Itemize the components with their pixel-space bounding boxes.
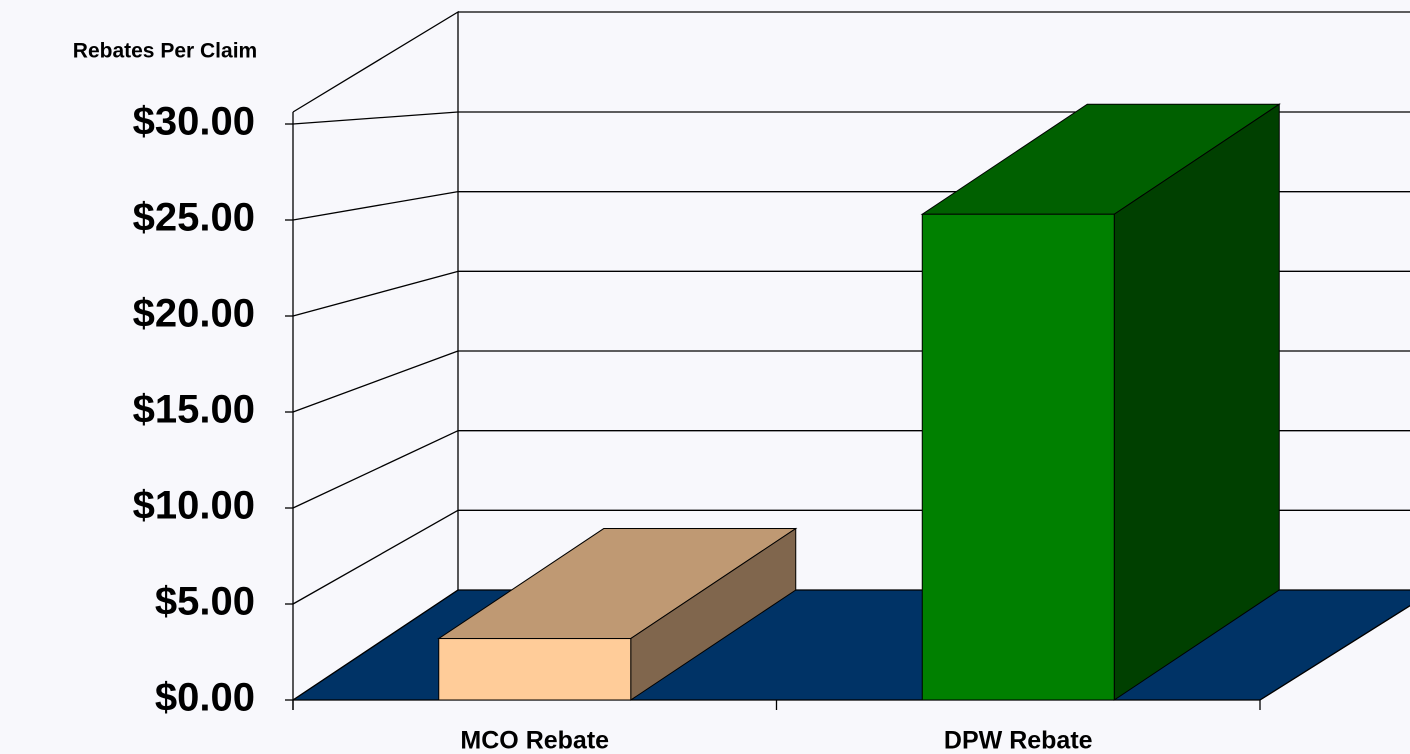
bar: [438, 638, 632, 701]
grid-line: [292, 350, 459, 413]
grid-line: [292, 430, 459, 509]
grid-line: [292, 191, 459, 221]
x-tick-label: DPW Rebate: [944, 727, 1093, 754]
y-tick-label: $25.00: [133, 196, 255, 240]
y-tick-label: $20.00: [133, 292, 255, 336]
y-tick-label: $15.00: [133, 388, 255, 432]
grid-line: [292, 111, 459, 125]
floor-edge: [1259, 604, 1410, 701]
y-tick-label: $10.00: [133, 484, 255, 528]
grid-line: [292, 589, 459, 701]
x-tick-label: MCO Rebate: [460, 727, 609, 754]
grid-line: [292, 270, 459, 317]
y-tick-label: $30.00: [133, 100, 255, 144]
back-wall: [292, 10, 459, 590]
bar: [921, 213, 1115, 701]
y-tick-label: $5.00: [155, 580, 255, 624]
grid-line: [292, 509, 459, 605]
y-axis-label: Rebates Per Claim: [73, 40, 257, 63]
y-tick-label: $0.00: [155, 676, 255, 720]
